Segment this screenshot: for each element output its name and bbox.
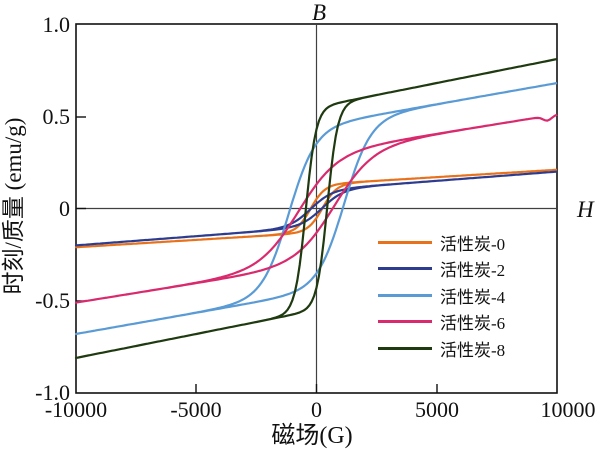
y-tick-0: 0: [59, 195, 70, 221]
legend-label: 活性炭-8: [440, 340, 506, 360]
x-tick-5000: 5000: [415, 397, 459, 422]
h-axis-symbol: H: [577, 197, 594, 222]
legend-line-swatch: [378, 293, 432, 297]
legend-item-1: 活性炭-2: [378, 256, 505, 282]
legend-item-0: 活性炭-0: [378, 229, 505, 255]
legend-line-swatch: [378, 346, 432, 350]
legend-label: 活性炭-2: [440, 261, 506, 280]
y-tick-1.0: 1.0: [42, 12, 71, 37]
legend-line-swatch: [378, 267, 432, 270]
legend-line-swatch: [378, 320, 432, 323]
legend-label: 活性炭-4: [440, 287, 506, 307]
hysteresis-curves: [74, 58, 558, 359]
legend-label: 活性炭-6: [440, 314, 506, 333]
curve-4: [74, 58, 558, 359]
b-axis-symbol: B: [312, 0, 327, 25]
y-axis-title: 时刻/质量 (emu/g): [1, 117, 26, 295]
curve-3: [74, 113, 558, 304]
x-tick--10000: -10000: [44, 397, 108, 422]
curve-2: [74, 81, 558, 336]
legend-label: 活性炭-0: [440, 234, 506, 254]
legend-item-2: 活性炭-4: [378, 282, 505, 308]
curve-1: [74, 170, 558, 247]
x-tick-10000: 10000: [540, 397, 596, 422]
curve-0: [74, 168, 558, 249]
x-axis-title: 磁场(G): [271, 423, 353, 449]
legend-line-swatch: [378, 240, 432, 244]
legend-item-3: 活性炭-6: [378, 309, 505, 335]
x-tick-0: 0: [311, 397, 322, 422]
y-tick--1.0: -1.0: [35, 380, 70, 405]
x-tick--5000: -5000: [170, 397, 222, 422]
legend-item-4: 活性炭-8: [378, 335, 505, 361]
y-tick--0.5: -0.5: [35, 288, 70, 313]
y-tick-0.5: 0.5: [42, 104, 71, 129]
